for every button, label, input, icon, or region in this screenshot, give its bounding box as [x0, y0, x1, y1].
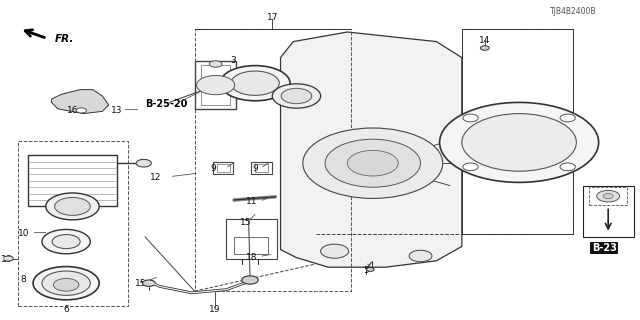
Text: 5: 5 — [364, 266, 369, 275]
Circle shape — [42, 271, 90, 295]
Bar — [252, 162, 271, 174]
Text: 10: 10 — [18, 229, 29, 238]
Text: 4: 4 — [551, 128, 557, 137]
Text: 15: 15 — [135, 279, 147, 288]
Text: 18: 18 — [246, 253, 258, 262]
Circle shape — [42, 229, 90, 254]
Text: 12: 12 — [150, 173, 161, 182]
Circle shape — [136, 159, 152, 167]
Text: TJB4B2400B: TJB4B2400B — [550, 7, 596, 16]
Circle shape — [53, 278, 79, 291]
Text: 19: 19 — [209, 305, 221, 314]
Text: 3: 3 — [230, 56, 236, 65]
Circle shape — [463, 114, 478, 122]
Circle shape — [348, 150, 398, 176]
Circle shape — [596, 190, 620, 202]
Text: 14: 14 — [479, 36, 490, 44]
Text: 8: 8 — [20, 276, 26, 284]
Text: 9: 9 — [211, 164, 216, 172]
Text: FR.: FR. — [54, 34, 74, 44]
Circle shape — [440, 102, 598, 182]
Circle shape — [367, 268, 374, 271]
Bar — [589, 187, 627, 205]
Circle shape — [463, 163, 478, 171]
Circle shape — [54, 197, 90, 215]
Text: 9: 9 — [252, 164, 258, 172]
Circle shape — [209, 61, 222, 67]
Text: 17: 17 — [266, 13, 278, 22]
Text: 16: 16 — [1, 255, 12, 264]
Circle shape — [560, 114, 575, 122]
Circle shape — [231, 71, 279, 95]
Circle shape — [303, 128, 443, 198]
Circle shape — [272, 84, 321, 108]
Bar — [195, 29, 351, 291]
Circle shape — [462, 114, 577, 171]
Circle shape — [45, 193, 99, 220]
Circle shape — [281, 88, 312, 104]
Bar — [201, 65, 230, 105]
Polygon shape — [51, 90, 109, 114]
Bar — [28, 155, 117, 206]
Circle shape — [3, 256, 13, 261]
Circle shape — [325, 139, 420, 187]
Circle shape — [52, 235, 80, 249]
Text: 6: 6 — [63, 305, 69, 314]
Text: B-23: B-23 — [592, 243, 617, 253]
Circle shape — [409, 250, 432, 262]
Circle shape — [480, 46, 489, 50]
Bar — [18, 141, 128, 306]
Text: B-25-20: B-25-20 — [145, 99, 187, 109]
Circle shape — [143, 280, 155, 286]
Bar — [227, 219, 277, 259]
Text: 11: 11 — [246, 197, 258, 206]
Circle shape — [220, 66, 290, 101]
Circle shape — [242, 276, 259, 284]
Text: 16: 16 — [67, 106, 78, 115]
Polygon shape — [280, 32, 462, 267]
Text: 13: 13 — [111, 106, 123, 115]
Circle shape — [321, 244, 349, 258]
Bar — [583, 186, 634, 237]
Circle shape — [560, 163, 575, 171]
Circle shape — [76, 108, 86, 113]
Bar — [213, 162, 234, 174]
Bar — [195, 61, 236, 109]
Bar — [234, 237, 268, 254]
Bar — [255, 164, 268, 172]
Circle shape — [603, 194, 613, 199]
Circle shape — [33, 267, 99, 300]
Bar — [217, 164, 230, 172]
Bar — [462, 29, 573, 234]
Circle shape — [196, 76, 235, 95]
Text: 15: 15 — [240, 218, 252, 227]
